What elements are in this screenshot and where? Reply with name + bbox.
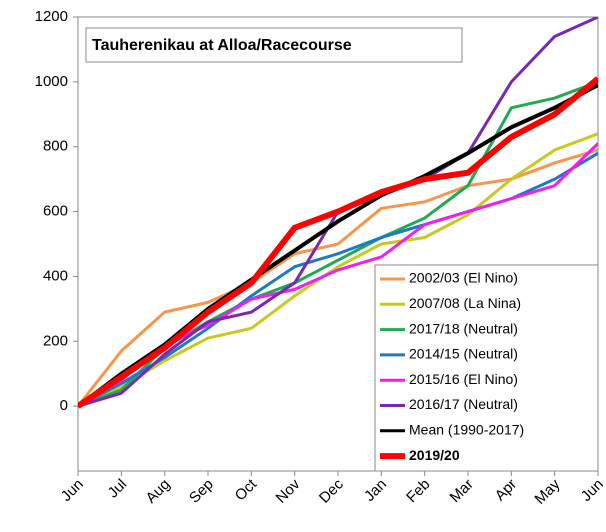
y-tick-label: 800 [43, 138, 68, 155]
x-tick-label: Mar [447, 476, 477, 506]
chart-title: Tauherenikau at Alloa/Racecourse [92, 37, 352, 54]
x-tick-label: Jan [361, 476, 390, 505]
x-tick-label: Dec [316, 475, 347, 506]
legend-label: 2007/08 (La Nina) [409, 295, 521, 311]
y-tick-label: 200 [43, 332, 68, 349]
y-tick-label: 1200 [35, 8, 68, 25]
legend-box [374, 264, 599, 472]
y-tick-label: 0 [60, 397, 68, 414]
x-tick-label: Apr [492, 476, 521, 505]
series-line [78, 76, 598, 409]
legend-label: 2016/17 (Neutral) [409, 396, 518, 412]
legend-label: 2002/03 (El Nino) [409, 270, 518, 286]
legend-label: 2015/16 (El Nino) [409, 371, 518, 387]
x-tick-label: Sep [186, 476, 217, 507]
x-tick-label: Jun [58, 476, 87, 505]
legend-label: 2017/18 (Neutral) [409, 320, 518, 336]
x-tick-label: Aug [143, 476, 174, 507]
title-box [85, 27, 463, 63]
legend-label: Mean (1990-2017) [409, 422, 524, 438]
y-tick-label: 400 [43, 267, 68, 284]
x-tick-label: Nov [273, 475, 304, 506]
x-tick-label: Jun [578, 476, 606, 505]
series-line [78, 132, 598, 408]
x-tick-label: Oct [232, 475, 261, 504]
y-tick-label: 600 [43, 203, 68, 220]
x-tick-label: May [531, 475, 563, 507]
legend-label: 2019/20 [409, 447, 460, 463]
x-tick-label: Jul [105, 476, 131, 502]
y-tick-label: 1000 [35, 73, 68, 90]
legend-label: 2014/15 (Neutral) [409, 346, 518, 362]
x-tick-label: Feb [403, 476, 433, 506]
